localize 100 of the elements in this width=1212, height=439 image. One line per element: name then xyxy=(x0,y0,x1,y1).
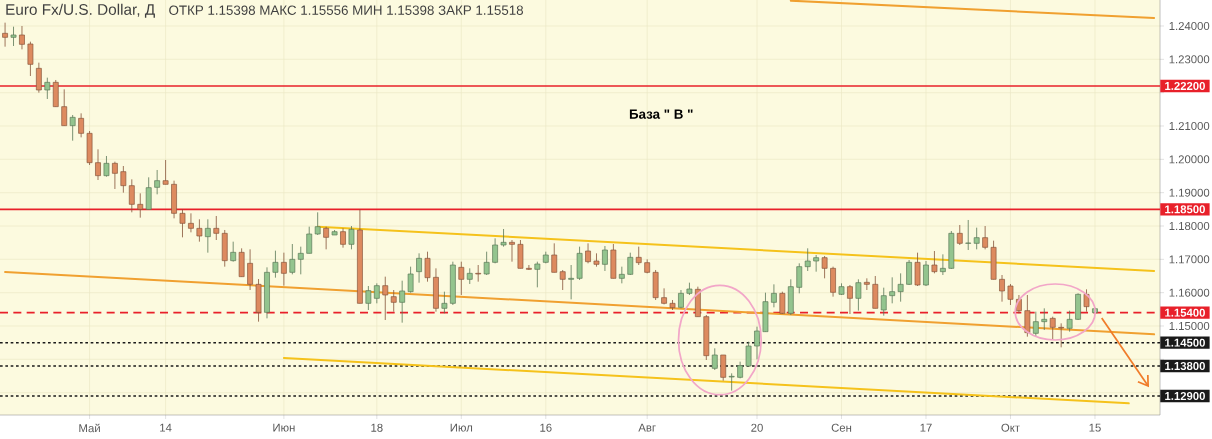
candlestick xyxy=(720,354,727,382)
candlestick xyxy=(78,112,84,138)
x-tick-label: Июн xyxy=(273,423,295,432)
ref-line-label: 1.15400 xyxy=(1165,308,1205,317)
candlestick xyxy=(365,285,372,311)
candlestick xyxy=(10,26,17,47)
candlestick xyxy=(1041,307,1048,331)
candlestick xyxy=(568,264,575,300)
candlestick xyxy=(526,264,532,271)
y-tick-label: 1.19000 xyxy=(1169,188,1210,197)
candlestick xyxy=(973,227,980,250)
y-tick-label: 1.17000 xyxy=(1169,255,1210,264)
candlestick xyxy=(635,246,642,266)
candlestick xyxy=(1032,311,1039,338)
candlestick xyxy=(162,159,169,185)
candlestick xyxy=(2,22,8,48)
candlestick xyxy=(509,239,515,263)
candlestick xyxy=(382,276,389,321)
x-tick-label: Окт xyxy=(1001,423,1020,432)
candlestick xyxy=(931,250,938,274)
candlestick xyxy=(754,326,760,360)
y-tick-label: 1.21000 xyxy=(1169,121,1210,130)
candlestick xyxy=(585,242,591,264)
candlestick xyxy=(602,245,608,272)
candlestick xyxy=(999,274,1005,303)
candlestick xyxy=(500,228,507,248)
candlestick xyxy=(906,259,912,286)
candlestick xyxy=(373,282,380,304)
candlestick xyxy=(196,218,203,243)
candlestick xyxy=(661,287,667,305)
candlestick xyxy=(728,372,735,392)
candlestick xyxy=(27,41,34,77)
candlestick xyxy=(213,215,220,241)
candlestick xyxy=(872,275,879,309)
candlestick xyxy=(1024,294,1031,338)
x-tick-label: Сен xyxy=(831,423,852,432)
candlestick xyxy=(306,226,313,254)
candlestick xyxy=(35,62,42,94)
candlestick xyxy=(19,25,25,50)
candlestick xyxy=(863,277,870,291)
chart-subtitle: ОТКР 1.15398 МАКС 1.15556 МИН 1.15398 ЗАКР 1.15518 xyxy=(169,5,524,15)
x-tick-label: Июл xyxy=(450,423,473,432)
candlestick xyxy=(272,250,279,279)
candlestick xyxy=(830,266,836,298)
candlestick xyxy=(880,287,887,317)
candlestick xyxy=(137,192,144,219)
candlestick xyxy=(407,266,414,294)
y-tick-label: 1.16000 xyxy=(1169,288,1210,297)
candlestick xyxy=(348,225,355,250)
candlestick xyxy=(1049,316,1056,341)
y-tick-label: 1.18000 xyxy=(1169,222,1210,230)
y-tick-label: 1.15000 xyxy=(1169,322,1210,331)
candlestick xyxy=(551,242,558,273)
candlestick xyxy=(458,261,465,296)
candlestick xyxy=(821,255,828,279)
candlestick xyxy=(179,208,186,238)
candlestick xyxy=(804,247,811,272)
candlestick xyxy=(441,291,448,314)
ref-line-label: 1.13800 xyxy=(1165,361,1205,371)
candlestick xyxy=(492,237,498,264)
candlestick xyxy=(1058,322,1065,348)
candlestick xyxy=(1066,310,1073,333)
candlestick xyxy=(145,176,152,211)
candlestick xyxy=(120,165,127,194)
candlestick xyxy=(517,239,524,269)
candlestick xyxy=(796,262,803,294)
candlestick xyxy=(289,243,296,275)
candlestick xyxy=(188,212,194,233)
ref-line-label: 1.18500 xyxy=(1165,205,1205,214)
x-tick-label: 18 xyxy=(371,423,383,432)
candlestick xyxy=(281,252,287,287)
candlestick xyxy=(390,289,397,313)
candlestick xyxy=(771,283,777,308)
candlestick xyxy=(889,276,896,304)
candlestick xyxy=(534,261,541,288)
candlestick xyxy=(44,77,51,100)
candlestick xyxy=(940,253,946,276)
candlestick xyxy=(956,224,963,246)
candlestick xyxy=(95,148,101,181)
candlestick xyxy=(982,225,988,250)
candlestick xyxy=(340,227,346,249)
y-tick-label: 1.20000 xyxy=(1169,155,1210,164)
candlestick xyxy=(128,178,135,213)
candlestick xyxy=(965,219,972,251)
candlestick xyxy=(559,269,566,291)
candlestick xyxy=(323,226,329,250)
x-tick-label: 16 xyxy=(540,423,552,432)
candlestick xyxy=(424,251,431,283)
x-tick-label: 14 xyxy=(160,423,172,432)
x-tick-label: 17 xyxy=(920,423,932,432)
x-tick-label: Май xyxy=(79,423,100,433)
candlestick xyxy=(399,280,406,324)
candlestick xyxy=(745,341,752,368)
candlestick xyxy=(103,155,110,178)
candlestick xyxy=(247,248,253,291)
candlestick xyxy=(230,241,237,263)
candlestick xyxy=(855,278,862,312)
candlestick xyxy=(813,254,820,273)
candlestick xyxy=(475,264,482,283)
candlestick xyxy=(711,347,718,371)
